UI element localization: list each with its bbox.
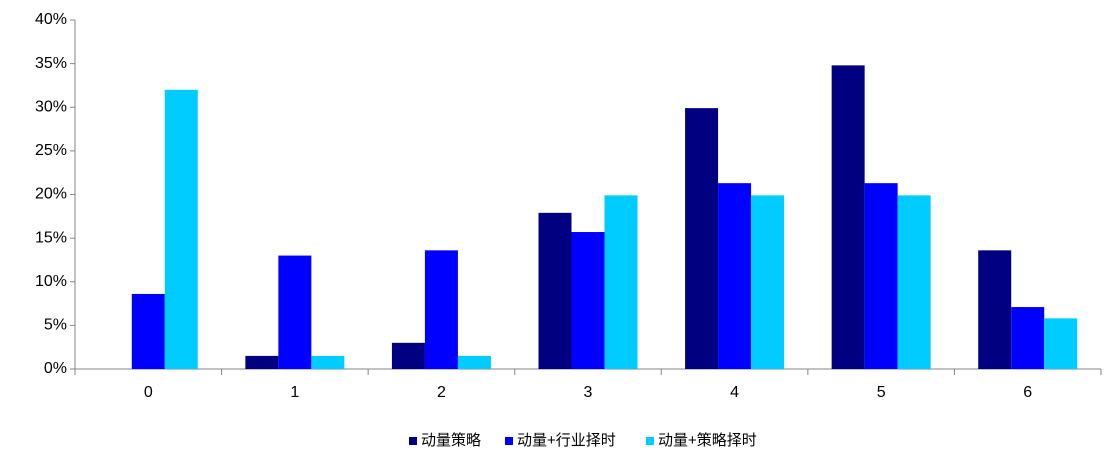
legend-swatch xyxy=(505,437,513,445)
y-tick-label: 30% xyxy=(35,98,67,115)
legend-label: 动量策略 xyxy=(421,432,481,449)
bar xyxy=(571,232,605,369)
y-tick-label: 0% xyxy=(44,360,67,377)
bar xyxy=(604,195,638,369)
bar xyxy=(131,293,165,369)
y-tick-label: 25% xyxy=(35,142,67,159)
bar xyxy=(538,212,572,369)
legend-label: 动量+策略择时 xyxy=(658,432,757,449)
bar xyxy=(751,195,785,369)
bar xyxy=(424,250,458,369)
x-tick-label: 6 xyxy=(1023,384,1032,401)
y-tick-label: 35% xyxy=(35,55,67,72)
bar xyxy=(311,355,345,369)
y-tick-label: 5% xyxy=(44,317,67,334)
x-tick-label: 5 xyxy=(877,384,886,401)
y-tick-label: 40% xyxy=(35,11,67,28)
bar xyxy=(278,255,312,369)
bar xyxy=(164,89,198,370)
bar xyxy=(457,355,491,369)
x-tick-label: 0 xyxy=(144,384,153,401)
bar xyxy=(1044,318,1078,369)
bar xyxy=(685,108,719,369)
x-tick-label: 3 xyxy=(584,384,593,401)
bar xyxy=(831,65,865,370)
legend-swatch xyxy=(646,437,654,445)
x-tick-label: 2 xyxy=(437,384,446,401)
y-tick-label: 20% xyxy=(35,186,67,203)
x-tick-label: 4 xyxy=(730,384,739,401)
legend-label: 动量+行业择时 xyxy=(517,432,616,449)
y-tick-label: 10% xyxy=(35,273,67,290)
bar xyxy=(245,355,279,369)
bar xyxy=(718,183,752,369)
bar xyxy=(1011,307,1045,369)
bar xyxy=(978,250,1012,369)
y-tick-label: 15% xyxy=(35,229,67,246)
x-tick-label: 1 xyxy=(290,384,299,401)
bar xyxy=(864,183,898,369)
bar xyxy=(897,195,931,369)
bar xyxy=(391,342,425,369)
legend-swatch xyxy=(409,437,417,445)
